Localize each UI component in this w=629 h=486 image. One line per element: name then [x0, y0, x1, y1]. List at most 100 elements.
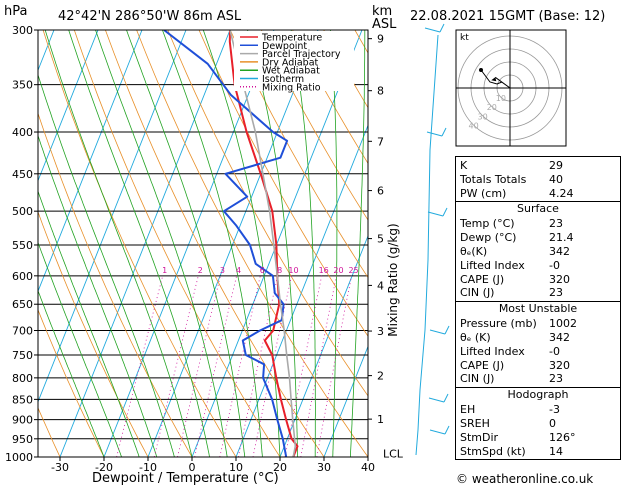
pressure-unit-label: hPa: [4, 4, 28, 19]
dry-adiabat-line: [136, 30, 368, 457]
mixing-ratio-line: [116, 275, 164, 457]
isotherm-line: [59, 30, 231, 457]
pressure-tick-label: 1000: [5, 451, 33, 464]
index-row: θₑ (K) 342: [456, 330, 620, 344]
index-row: Dewp (°C) 21.4: [456, 230, 620, 244]
dry-adiabat-line: [198, 30, 368, 337]
mixing-ratio-label: 10: [288, 266, 298, 275]
index-key: Lifted Index: [460, 344, 525, 358]
pressure-tick-label: 950: [12, 433, 33, 446]
index-key: CIN (J): [460, 372, 495, 386]
index-key: CAPE (J): [460, 358, 505, 372]
mixing-ratio-label: 1: [162, 266, 167, 275]
legend-label: Parcel Trajectory: [262, 49, 341, 60]
index-value: 320: [549, 272, 570, 286]
wind-barb: [429, 429, 446, 435]
wind-barb: [427, 211, 444, 217]
index-row: CIN (J) 23: [456, 285, 620, 299]
index-key: Lifted Index: [460, 258, 525, 272]
wet-adiabat-line: [162, 30, 263, 457]
index-value: -0: [549, 258, 560, 272]
index-row: PW (cm) 4.24: [456, 186, 620, 200]
isotherm-line: [235, 124, 368, 457]
pressure-tick-label: 850: [12, 393, 33, 406]
index-row: CAPE (J) 320: [456, 272, 620, 286]
mixing-ratio-label: 25: [348, 266, 358, 275]
hodograph-trace: [480, 69, 503, 85]
index-key: θₑ(K): [460, 244, 488, 258]
pressure-tick-label: 700: [12, 325, 33, 338]
index-value: 23: [549, 217, 563, 231]
index-key: Dewp (°C): [460, 231, 517, 245]
legend-background: [234, 31, 354, 91]
wet-adiabat-line: [68, 30, 210, 457]
index-key: Pressure (mb): [460, 317, 537, 331]
mixing-ratio-label: 6: [260, 266, 265, 275]
temperature-tick-label: -20: [95, 461, 113, 474]
wet-adiabat-line: [38, 190, 140, 457]
isotherm-line: [0, 30, 10, 457]
index-key: Totals Totals: [460, 172, 527, 186]
wind-barb-flag: [441, 127, 447, 137]
dry-adiabat-line: [292, 30, 368, 165]
pressure-tick-label: 450: [12, 168, 33, 181]
km-tick-label: 7: [377, 135, 384, 148]
wind-barb-flag: [439, 23, 445, 33]
most-unstable-block: Most Unstable Pressure (mb) 1002 θₑ (K) 34…: [455, 301, 621, 388]
wet-adiabat-line: [44, 30, 193, 457]
pressure-tick-label: 350: [12, 79, 33, 92]
mixing-ratio-line: [237, 275, 279, 457]
wet-adiabat-line: [350, 30, 366, 457]
legend-label: Isotherm: [262, 74, 304, 85]
pressure-tick-label: 650: [12, 298, 33, 311]
pressure-tick-label: 800: [12, 372, 33, 385]
dry-adiabat-line: [229, 30, 368, 279]
mixing-ratio-line: [219, 275, 261, 457]
index-value: 4.24: [549, 186, 574, 200]
wet-adiabat-line: [38, 73, 175, 457]
storm-motion-arrow: [494, 76, 511, 89]
asl-label: ASL: [372, 17, 397, 32]
station-location: 42°42'N 286°50'W 86m ASL: [58, 9, 242, 24]
wet-adiabat-line: [38, 134, 158, 457]
index-value: 14: [549, 444, 563, 458]
mixing-ratio-line: [252, 275, 292, 457]
index-value: 342: [549, 244, 570, 258]
hodograph-ring-label: 10: [496, 94, 506, 103]
km-tick-label: 2: [377, 370, 384, 383]
temperature-tick-label: -30: [51, 461, 69, 474]
wind-barb: [424, 27, 441, 33]
wet-adiabat-line: [38, 289, 105, 457]
mixing-ratio-axis-label: Mixing Ratio (g/kg): [386, 223, 400, 336]
hodograph-ring-label: 40: [469, 121, 479, 130]
km-tick-label: 9: [377, 33, 384, 46]
index-row: K 29: [456, 158, 620, 172]
mixing-ratio-line: [316, 275, 352, 457]
temperature-tick-label: 10: [229, 461, 243, 474]
storm-motion-arrowhead: [491, 77, 497, 82]
dry-adiabat-line: [167, 30, 368, 397]
hodograph-block: Hodograph EH -3 SREH 0 StmDir 126° StmSpd (…: [455, 387, 621, 461]
index-value: 320: [549, 358, 570, 372]
index-key: K: [460, 159, 468, 172]
km-tick-label: 4: [377, 279, 384, 292]
index-key: Temp (°C): [460, 217, 515, 231]
index-key: CIN (J): [460, 286, 495, 300]
wind-barb-flag: [444, 325, 450, 335]
mixing-ratio-label: 4: [236, 266, 241, 275]
legend-label: Dry Adiabat: [262, 57, 319, 68]
mixing-ratio-line: [194, 275, 237, 457]
wind-barb-flag: [443, 393, 449, 403]
legend-label: Mixing Ratio: [262, 82, 321, 93]
mixing-ratio-label: 20: [333, 266, 343, 275]
isotherm-line: [279, 234, 368, 457]
x-axis-label: Dewpoint / Temperature (°C): [92, 471, 279, 486]
wind-barb-flag: [444, 425, 450, 435]
index-key: CAPE (J): [460, 272, 505, 286]
dry-adiabat-line: [38, 112, 193, 457]
dry-adiabat-line: [38, 406, 61, 457]
lcl-label: LCL: [383, 447, 404, 460]
temperature-tick-label: -10: [139, 461, 157, 474]
km-tick-label: 3: [377, 325, 384, 338]
datetime-label: 22.08.2021 15GMT (Base: 12): [410, 9, 606, 24]
